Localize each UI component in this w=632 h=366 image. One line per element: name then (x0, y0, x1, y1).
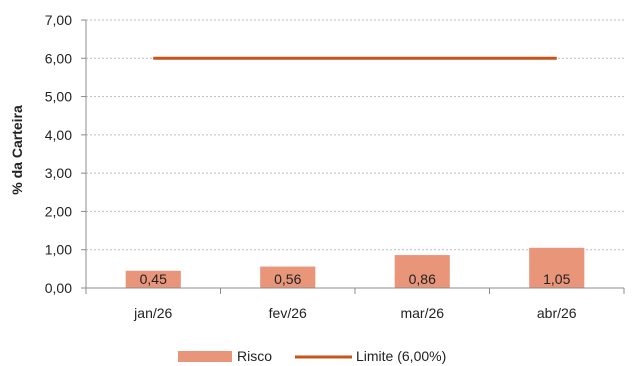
bar-value-label: 1,05 (543, 271, 570, 287)
y-tick-label: 2,00 (45, 203, 72, 219)
y-tick-label: 6,00 (45, 50, 72, 66)
bar-value-label: 0,86 (409, 271, 436, 287)
bar (529, 247, 585, 288)
bar (394, 255, 450, 288)
bar (260, 266, 316, 288)
bar-value-label: 0,45 (140, 271, 167, 287)
bar-value-label: 0,56 (274, 271, 301, 287)
legend-label-risco: Risco (237, 348, 272, 364)
x-tick-label: jan/26 (133, 305, 172, 321)
y-tick-label: 4,00 (45, 127, 72, 143)
y-axis-ticks: 0,00 1,00 2,00 3,00 4,00 5,00 6,00 7,00 (45, 12, 86, 296)
y-axis-label: % da Carteira (9, 105, 25, 195)
legend-label-limite: Limite (6,00%) (356, 348, 446, 364)
y-tick-label: 7,00 (45, 12, 72, 28)
y-tick-label: 3,00 (45, 165, 72, 181)
legend-swatch-risco (178, 351, 232, 362)
y-tick-label: 5,00 (45, 89, 72, 105)
bar (125, 270, 181, 288)
y-tick-label: 0,00 (45, 280, 72, 296)
grid-lines (86, 19, 624, 251)
y-tick-label: 1,00 (45, 242, 72, 258)
legend: Risco Limite (6,00%) (178, 348, 446, 364)
x-tick-label: abr/26 (537, 305, 577, 321)
x-tick-label: fev/26 (269, 305, 307, 321)
x-axis-ticks: jan/26 fev/26 mar/26 abr/26 (85, 288, 625, 321)
x-tick-label: mar/26 (400, 305, 444, 321)
bar-series: 0,45 0,56 0,86 1,05 (125, 247, 585, 288)
